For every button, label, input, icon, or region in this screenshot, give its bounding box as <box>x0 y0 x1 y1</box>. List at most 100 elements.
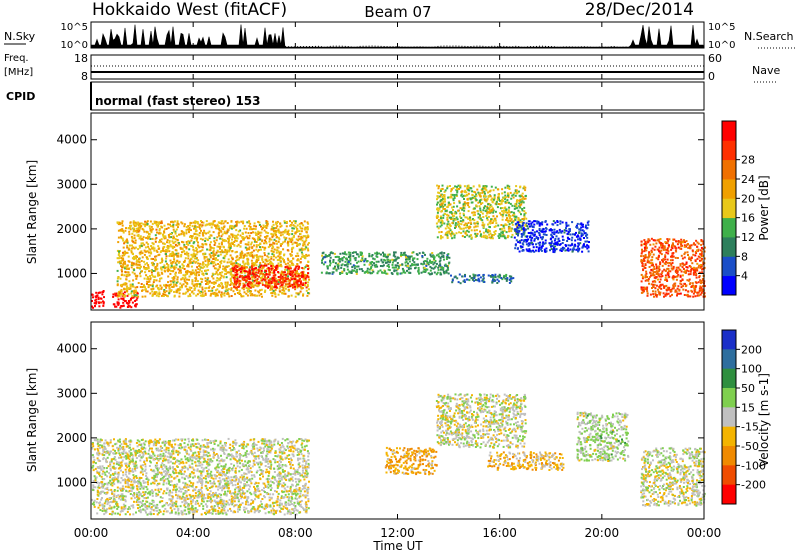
power-cell-7 <box>522 228 525 231</box>
power-cell-4 <box>352 269 354 272</box>
power-cell-2 <box>121 220 124 223</box>
power-cell-4 <box>442 271 445 273</box>
power-cell-2 <box>219 250 222 253</box>
power-cell-2 <box>306 221 309 224</box>
power-cell-4 <box>432 255 435 258</box>
power-cell-3 <box>277 271 280 273</box>
power-cell-4 <box>396 257 399 260</box>
power-cell-2 <box>286 242 289 245</box>
power-cell-4 <box>417 270 420 273</box>
power-cell-5 <box>449 225 452 227</box>
power-cell-2 <box>137 295 140 298</box>
power-cell-2 <box>216 273 219 276</box>
power-cell-2 <box>188 286 191 289</box>
power-cell-4 <box>443 252 446 254</box>
power-cell-3 <box>284 266 287 269</box>
power-cell-8 <box>659 283 662 286</box>
power-cell-2 <box>214 253 217 256</box>
power-cell-7 <box>531 243 534 246</box>
power-cell-2 <box>127 271 130 274</box>
power-cell-4 <box>328 272 331 275</box>
power-cell-2 <box>166 239 169 242</box>
power-cell-2 <box>206 248 209 251</box>
power-cell-2 <box>169 244 172 246</box>
power-cell-2 <box>182 283 185 286</box>
power-cell-2 <box>258 268 261 271</box>
power-cell-2 <box>228 244 231 247</box>
power-cell-1 <box>122 298 125 301</box>
power-cell-7 <box>528 248 531 251</box>
power-cell-6 <box>506 277 509 280</box>
power-cell-2 <box>122 294 125 297</box>
power-cell-2 <box>251 284 254 286</box>
power-cell-2 <box>145 274 148 277</box>
power-cell-2 <box>295 272 298 275</box>
power-cell-5 <box>491 197 494 200</box>
power-cell-2 <box>297 239 300 242</box>
power-cell-2 <box>306 227 309 230</box>
power-cell-3 <box>279 279 281 282</box>
power-cell-2 <box>282 248 285 251</box>
power-cell-2 <box>290 260 293 262</box>
power-cell-2 <box>201 295 204 298</box>
power-cell-2 <box>151 294 154 297</box>
power-cell-2 <box>286 268 289 271</box>
power-cell-7 <box>566 249 569 252</box>
power-cell-2 <box>226 289 229 292</box>
power-cell-2 <box>287 229 290 232</box>
power-cell-2 <box>253 224 256 227</box>
power-cell-4 <box>433 261 436 264</box>
power-cell-2 <box>215 271 218 274</box>
power-cell-2 <box>117 253 120 256</box>
power-cell-2 <box>254 262 256 265</box>
power-cell-2 <box>220 295 223 298</box>
power-cell-2 <box>125 290 128 292</box>
power-cell-3 <box>249 273 252 276</box>
power-cell-4 <box>444 271 447 274</box>
power-cell-8 <box>641 250 644 253</box>
power-cell-2 <box>116 249 119 252</box>
power-cell-8 <box>644 241 647 243</box>
power-cell-8 <box>665 278 668 281</box>
power-cell-5 <box>473 190 475 193</box>
power-cell-8 <box>654 287 657 290</box>
power-cell-4 <box>357 265 360 268</box>
power-cell-7 <box>567 237 570 240</box>
power-cell-2 <box>255 232 258 235</box>
power-cell-2 <box>146 258 149 260</box>
power-cell-2 <box>262 266 264 269</box>
power-cell-2 <box>304 279 307 282</box>
power-cell-2 <box>139 275 142 278</box>
power-cell-7 <box>584 232 587 235</box>
power-cell-2 <box>293 224 296 227</box>
power-cell-4 <box>416 263 419 266</box>
power-cell-1 <box>132 296 135 299</box>
power-cell-2 <box>228 238 230 240</box>
power-cell-2 <box>192 253 195 256</box>
power-cell-4 <box>320 271 323 274</box>
power-cell-4 <box>341 259 344 262</box>
power-cell-2 <box>299 225 302 228</box>
power-cell-5 <box>505 219 508 221</box>
power-cell-6 <box>462 280 465 283</box>
power-cell-3 <box>296 283 299 286</box>
power-cell-2 <box>244 236 247 239</box>
power-cell-6 <box>505 279 508 282</box>
power-cell-2 <box>216 249 219 252</box>
power-cell-2 <box>228 236 231 239</box>
power-cell-2 <box>135 230 138 232</box>
power-cell-8 <box>651 247 654 250</box>
power-cell-2 <box>117 290 120 293</box>
power-cell-5 <box>482 194 485 197</box>
power-cell-2 <box>209 289 212 292</box>
power-cell-5 <box>518 202 521 205</box>
power-cell-4 <box>413 261 416 264</box>
power-cell-4 <box>388 269 391 272</box>
power-cell-3 <box>280 284 283 287</box>
power-cell-8 <box>653 276 656 279</box>
power-cell-5 <box>439 190 442 192</box>
power-cell-2 <box>153 291 156 293</box>
power-cell-5 <box>462 204 465 207</box>
power-cell-2 <box>240 250 243 253</box>
power-cell-8 <box>640 260 643 263</box>
